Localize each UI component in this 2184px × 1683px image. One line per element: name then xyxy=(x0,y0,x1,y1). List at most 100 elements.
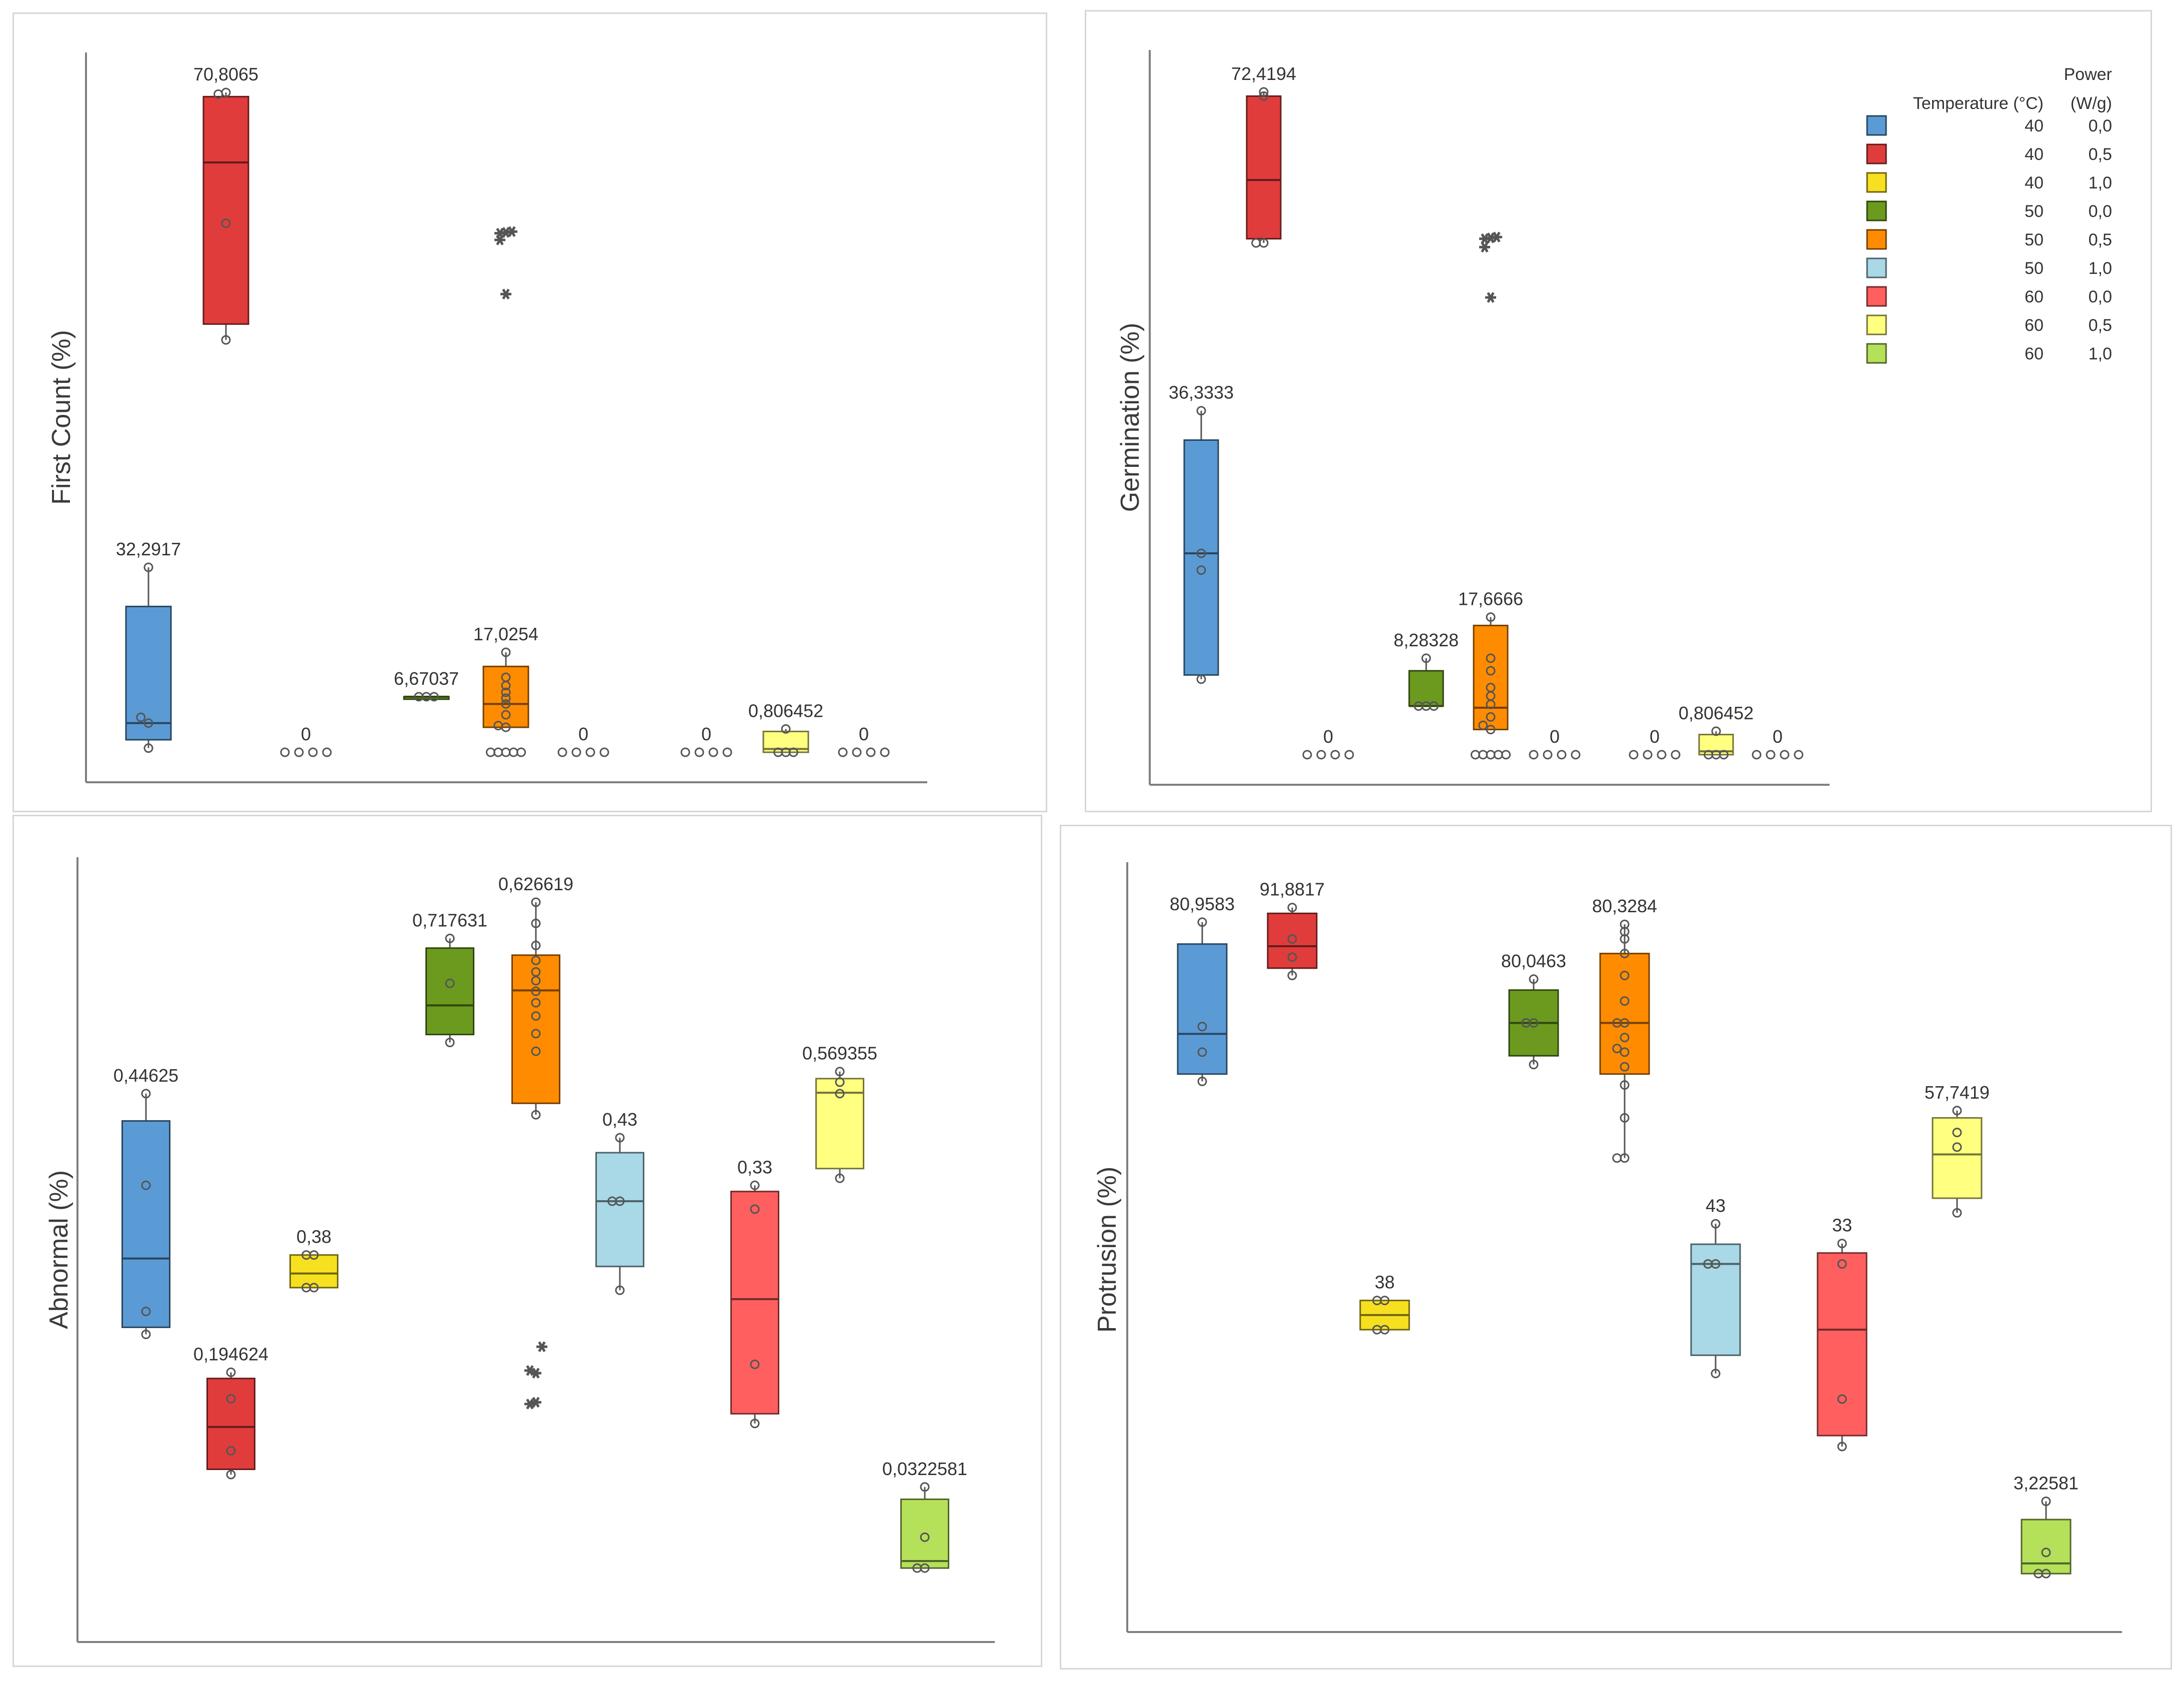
legend-swatch xyxy=(1866,343,1887,364)
box xyxy=(1177,943,1228,1075)
data-point xyxy=(1478,750,1488,760)
data-point xyxy=(1952,1128,1962,1138)
legend-power: 1,0 xyxy=(2089,344,2112,363)
data-point xyxy=(1711,726,1721,736)
legend-power: 0,5 xyxy=(2089,145,2112,164)
data-label: 43 xyxy=(1706,1195,1726,1216)
box xyxy=(425,947,474,1036)
data-point xyxy=(1752,750,1762,760)
data-point xyxy=(141,1330,151,1340)
data-point xyxy=(680,747,690,757)
data-point xyxy=(708,747,718,757)
box-group-5: 0,626619 xyxy=(498,874,573,1410)
data-point xyxy=(508,747,518,757)
data-point xyxy=(501,687,511,697)
box-group-3: 38 xyxy=(1359,1272,1410,1335)
data-point xyxy=(1486,724,1496,734)
box xyxy=(1690,1243,1741,1356)
data-point xyxy=(1421,653,1431,663)
data-point xyxy=(1196,406,1206,416)
outlier-stroke xyxy=(538,1341,546,1353)
data-point xyxy=(750,1360,760,1370)
legend-item: 60 1,0 xyxy=(1866,343,2112,364)
data-point xyxy=(1620,949,1630,959)
data-point xyxy=(1486,683,1496,693)
data-point xyxy=(531,1110,541,1120)
box-group-5: 80,3284 xyxy=(1592,896,1657,1163)
legend-temperature: 40 xyxy=(2025,145,2044,164)
box-group-3: 0 xyxy=(1302,726,1354,760)
data-point xyxy=(143,718,153,728)
data-point xyxy=(1501,750,1511,760)
data-point xyxy=(1493,750,1503,760)
data-label: 80,3284 xyxy=(1592,896,1657,916)
data-point xyxy=(1612,1153,1622,1163)
data-point xyxy=(493,747,503,757)
data-point xyxy=(1794,750,1804,760)
data-point xyxy=(294,747,304,757)
data-point xyxy=(531,1029,541,1039)
data-point xyxy=(615,1285,625,1295)
chart-1: First Count (%) 32,2917 70,8065 0 6,67037 17,… xyxy=(47,52,927,783)
legend-temperature: 40 xyxy=(2025,116,2044,135)
outlier-stroke xyxy=(526,1399,534,1410)
data-point xyxy=(1620,1047,1630,1057)
box-group-5: 17,0254 xyxy=(473,226,538,757)
outlier-point xyxy=(1479,241,1490,253)
data-point xyxy=(866,747,876,757)
data-point xyxy=(1470,750,1480,760)
legend-power: 1,0 xyxy=(2089,259,2112,278)
outlier-stroke xyxy=(496,234,504,245)
data-point xyxy=(1629,750,1639,760)
data-point xyxy=(1486,653,1496,663)
chart-2: Germination (%) 36,3333 72,4194 0 8,28328 17,… xyxy=(1116,50,1830,786)
legend-swatch xyxy=(1866,143,1887,164)
chart-3: Abnormal (%) 0,44625 0,194624 0,38 0,717631 0… xyxy=(44,857,995,1643)
data-point xyxy=(1543,750,1553,760)
box-group-1: 0,44625 xyxy=(113,1065,178,1340)
data-point xyxy=(221,335,231,345)
data-point xyxy=(599,747,609,757)
legend-swatch xyxy=(1866,257,1887,278)
outlier-point xyxy=(506,226,517,237)
data-point xyxy=(1414,701,1424,711)
legend-header-power-unit: (W/g) xyxy=(2071,94,2112,113)
outlier-stroke xyxy=(508,226,516,237)
box-group-4: 8,28328 xyxy=(1394,630,1459,711)
data-point xyxy=(781,724,791,734)
box-group-9: 3,22581 xyxy=(2014,1473,2079,1579)
outlier-stroke xyxy=(532,1368,540,1379)
legend-temperature: 60 xyxy=(2025,316,2044,335)
data-point xyxy=(226,1446,236,1456)
data-point xyxy=(694,747,704,757)
legend-swatch xyxy=(1866,115,1887,136)
box-group-3: 0,38 xyxy=(289,1227,338,1293)
data-point xyxy=(585,747,595,757)
data-point xyxy=(1197,1076,1207,1086)
data-point xyxy=(1521,1018,1531,1028)
data-point xyxy=(788,747,798,757)
box xyxy=(1599,953,1650,1075)
outlier-stroke xyxy=(526,1365,534,1376)
data-label: 0,806452 xyxy=(748,700,823,721)
legend-item: 50 1,0 xyxy=(1866,257,2112,278)
box-group-2: 0,194624 xyxy=(193,1344,268,1480)
data-point xyxy=(1316,750,1326,760)
box-group-8: 0,806452 xyxy=(1679,703,1754,760)
data-point xyxy=(516,747,526,757)
data-point xyxy=(143,743,153,753)
data-point xyxy=(722,747,732,757)
box-group-9: 0,0322581 xyxy=(882,1459,967,1573)
box xyxy=(206,1378,255,1470)
data-point xyxy=(1557,750,1567,760)
data-point xyxy=(1837,1259,1847,1269)
box xyxy=(2021,1519,2072,1575)
data-point xyxy=(773,747,783,757)
data-point xyxy=(1837,1394,1847,1404)
data-point xyxy=(1780,750,1790,760)
box-group-9: 0 xyxy=(1752,726,1804,760)
data-label: 33 xyxy=(1832,1215,1852,1236)
legend-item: 40 1,0 xyxy=(1866,172,2112,193)
legend-item: 40 0,0 xyxy=(1866,115,2112,136)
data-point xyxy=(445,978,455,988)
